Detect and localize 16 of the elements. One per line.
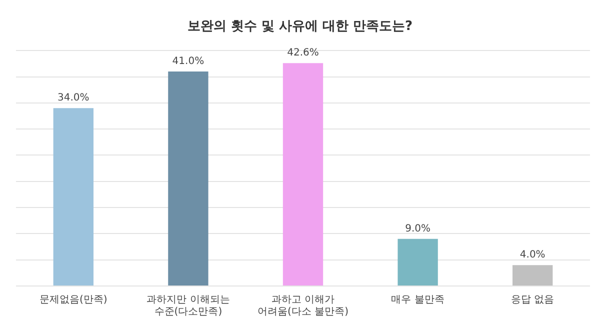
data-label: 42.6% [287, 48, 319, 59]
x-tick-label: 응답 없음 [511, 294, 554, 306]
bar [512, 265, 553, 286]
chart-title: 보완의 횟수 및 사유에 대한 만족도는? [187, 19, 413, 34]
data-label: 34.0% [58, 92, 90, 104]
x-tick-label: 과하고 이해가 어려움(다소 불만족) [258, 294, 349, 318]
x-tick-label: 매우 불만족 [391, 294, 444, 306]
bar [398, 238, 438, 286]
data-label: 4.0% [520, 250, 546, 261]
bar [168, 72, 208, 286]
data-label: 41.0% [172, 56, 204, 68]
bar [53, 108, 94, 286]
x-tick-label: 과하지만 이해되는 수준(다소만족) [146, 294, 230, 318]
bar [282, 63, 324, 286]
data-label: 9.0% [405, 224, 431, 235]
x-tick-label: 문제없음(만족) [39, 294, 108, 306]
